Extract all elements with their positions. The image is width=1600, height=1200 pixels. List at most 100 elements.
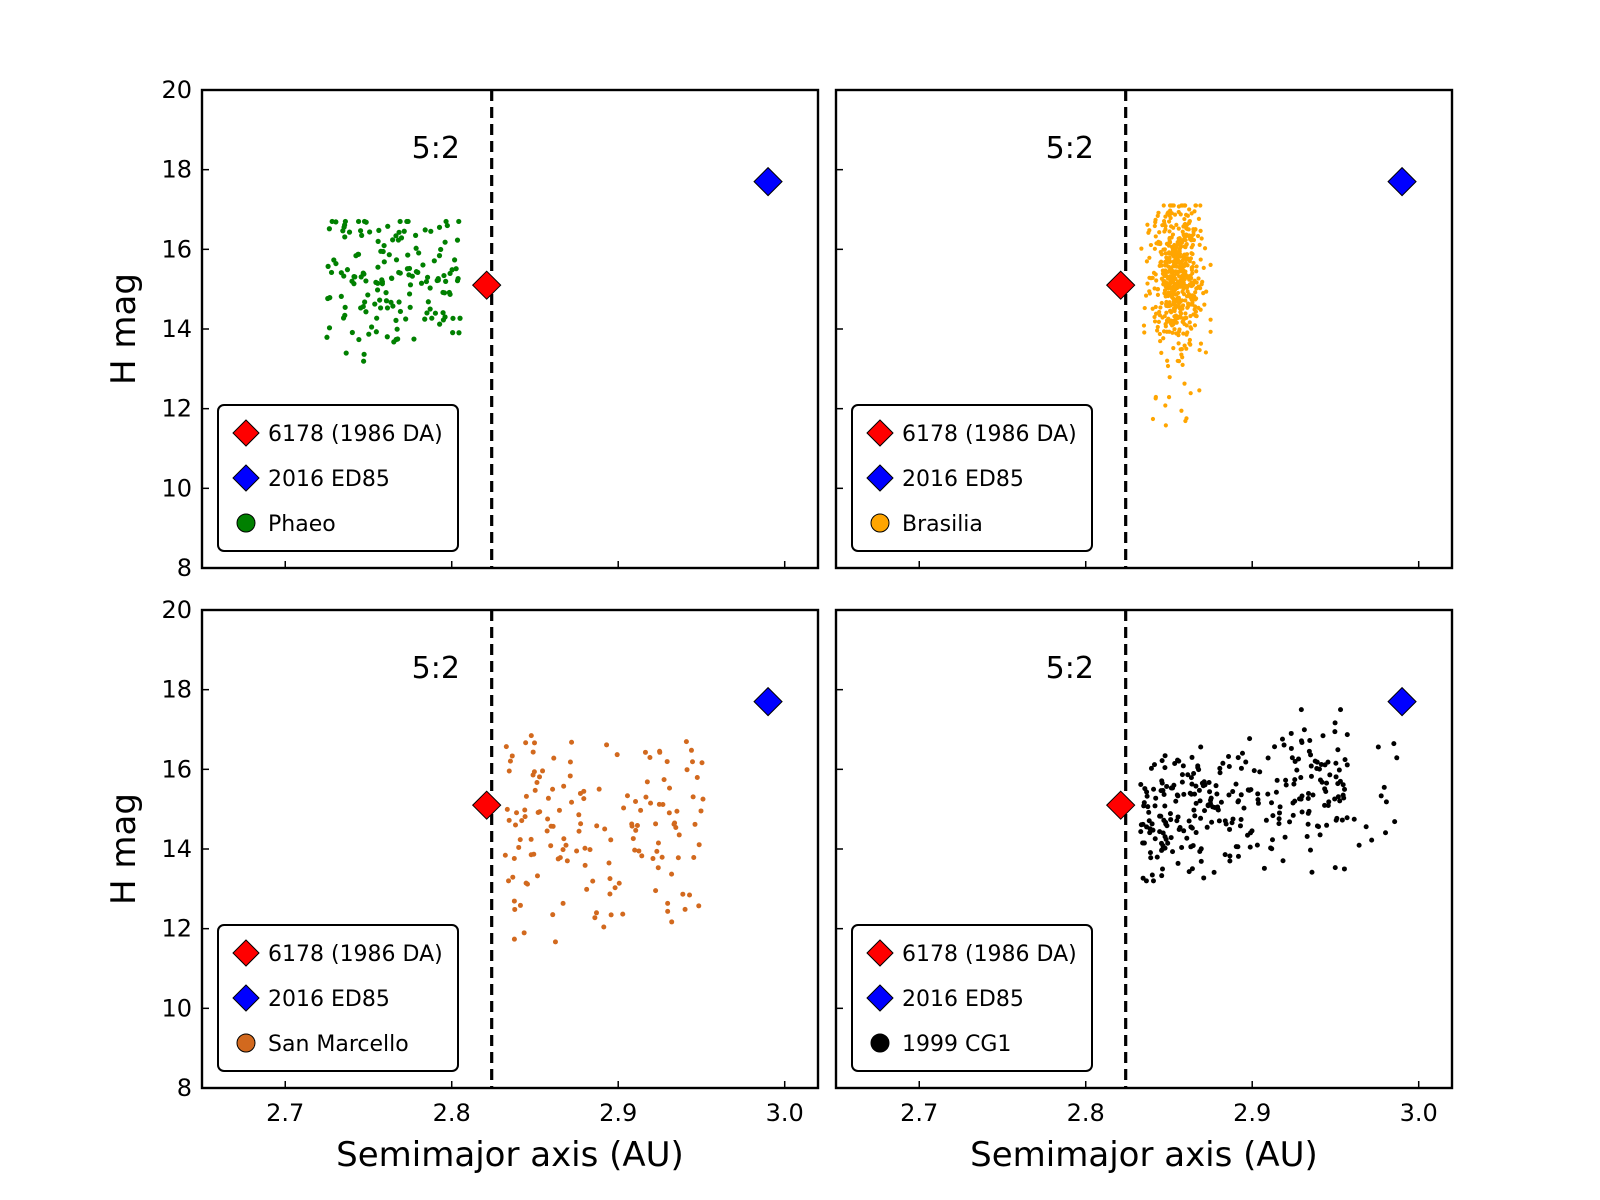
panel-top-right: 5:2 6178 (1986 DA) 2016 ED85 Brasilia — [834, 88, 1454, 570]
family-point — [512, 906, 518, 912]
family-point — [1165, 303, 1170, 308]
family-point — [397, 308, 404, 315]
family-point — [361, 351, 367, 357]
family-point — [1183, 311, 1188, 316]
family-point — [407, 304, 413, 310]
family-point — [665, 900, 671, 906]
family-point — [1307, 847, 1313, 853]
family-point — [1177, 329, 1182, 334]
family-point — [391, 339, 397, 345]
family-point — [1146, 809, 1152, 815]
family-point — [1179, 275, 1184, 280]
family-point — [653, 888, 659, 894]
family-point — [355, 218, 362, 225]
family-point — [1163, 284, 1168, 289]
y-tick-label: 16 — [161, 755, 192, 783]
family-point — [1141, 803, 1147, 809]
family-point — [639, 853, 645, 859]
family-point — [1394, 755, 1400, 761]
family-point — [694, 775, 700, 781]
family-point — [379, 281, 385, 287]
family-point — [634, 823, 640, 829]
family-point — [1276, 816, 1282, 822]
family-point — [606, 860, 612, 866]
family-point — [1163, 423, 1168, 428]
family-point — [1182, 321, 1187, 327]
target-marker — [471, 790, 502, 820]
family-point — [1265, 791, 1271, 797]
family-point — [1189, 276, 1194, 281]
family-point — [1283, 777, 1289, 783]
family-point — [1145, 804, 1151, 810]
family-point — [661, 777, 667, 783]
family-point — [1163, 214, 1168, 219]
family-point — [352, 274, 358, 280]
family-point — [607, 891, 613, 897]
family-point — [561, 783, 567, 789]
family-point — [1298, 738, 1304, 744]
family-point — [1208, 329, 1213, 334]
family-point — [548, 823, 554, 829]
family-point — [1160, 271, 1166, 276]
family-point — [1269, 800, 1275, 806]
family-point — [1189, 866, 1195, 872]
family-point — [366, 331, 372, 337]
family-point — [1159, 780, 1165, 786]
family-point — [377, 297, 383, 303]
family-point — [1166, 316, 1171, 321]
family-point — [1153, 394, 1158, 400]
family-point — [574, 848, 580, 854]
family-point — [1202, 246, 1208, 251]
family-point — [393, 257, 400, 263]
family-point — [1176, 826, 1182, 832]
family-point — [1189, 238, 1194, 243]
family-point — [1301, 727, 1307, 733]
family-point — [1165, 358, 1170, 363]
family-point — [1180, 258, 1185, 263]
family-point — [650, 856, 656, 862]
family-point — [1159, 840, 1165, 846]
family-point — [1180, 203, 1185, 208]
legend-label: San Marcello — [268, 1032, 409, 1057]
family-point — [1164, 310, 1169, 315]
family-point — [405, 218, 411, 225]
family-point — [1307, 737, 1313, 743]
family-point — [1190, 242, 1196, 248]
family-point — [1332, 796, 1338, 802]
family-point — [1176, 209, 1181, 215]
family-point — [1167, 375, 1172, 380]
family-point — [1308, 752, 1314, 758]
family-point — [351, 281, 357, 287]
family-point — [654, 848, 660, 854]
family-point — [582, 862, 588, 868]
family-point — [442, 314, 448, 320]
family-point — [1181, 280, 1186, 285]
family-point — [363, 219, 369, 225]
family-point — [333, 219, 339, 225]
family-point — [1305, 791, 1311, 797]
family-point — [612, 885, 618, 891]
family-point — [407, 282, 414, 288]
y-axis-label: H mag — [104, 793, 144, 905]
legend: 6178 (1986 DA) 2016 ED85 Phaeo — [217, 404, 459, 552]
family-point — [511, 898, 517, 904]
family-point — [1138, 829, 1144, 835]
family-point — [1179, 779, 1185, 785]
family-point — [537, 774, 543, 780]
family-point — [576, 812, 582, 818]
family-point — [1189, 251, 1194, 256]
family-point — [1162, 314, 1167, 319]
family-point — [1308, 773, 1314, 779]
family-point — [1227, 858, 1233, 864]
family-point — [1196, 787, 1202, 793]
family-point — [360, 303, 366, 310]
family-point — [431, 258, 437, 264]
family-point — [381, 259, 387, 265]
family-point — [1157, 230, 1162, 235]
family-point — [514, 810, 520, 816]
y-tick-label: 10 — [161, 474, 192, 502]
family-point — [1314, 765, 1320, 771]
family-point — [1155, 324, 1160, 330]
family-point — [587, 847, 593, 853]
family-point — [1204, 824, 1210, 830]
